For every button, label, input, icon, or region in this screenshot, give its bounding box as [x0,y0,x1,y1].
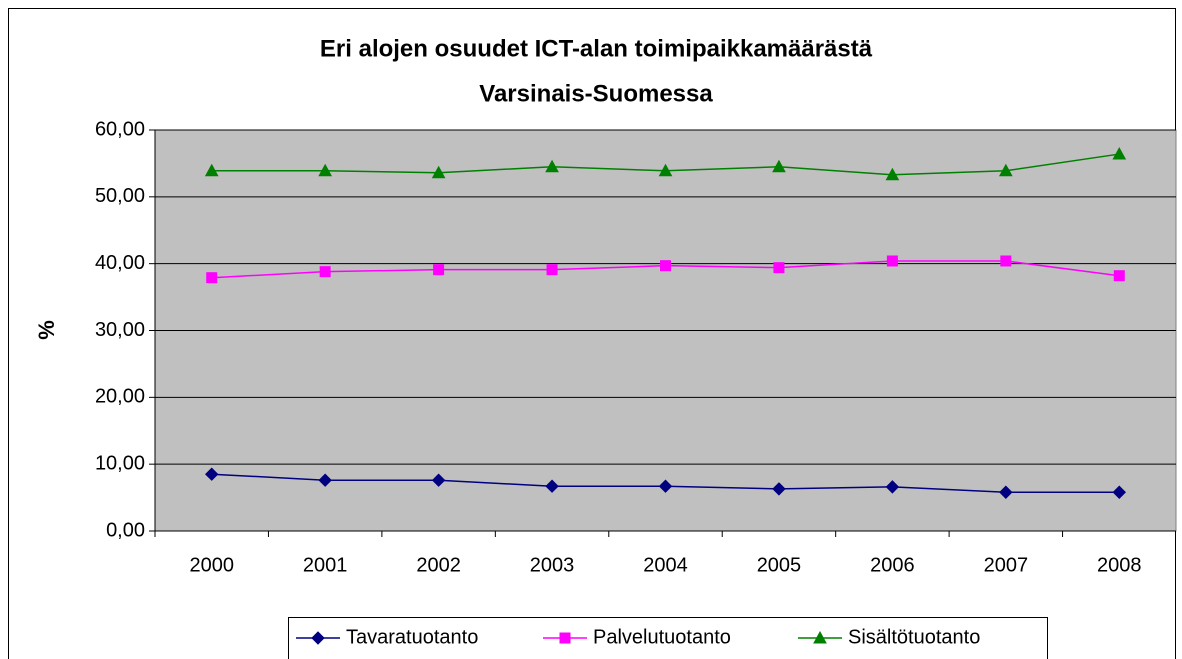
data-point [546,264,558,276]
data-point [318,473,332,487]
legend-marker [813,630,827,644]
data-point [319,266,331,278]
data-point [1112,485,1126,499]
data-point [772,159,786,173]
y-tick-label: 50,00 [95,185,145,207]
data-point [660,260,671,272]
data-point [658,479,673,493]
data-point [545,479,559,493]
legend [288,617,1048,659]
x-tick-label: 2006 [870,554,915,576]
x-tick-label: 2007 [984,554,1029,576]
y-tick-label: 30,00 [95,319,145,341]
y-tick-label: 40,00 [95,252,145,274]
data-point [998,163,1013,177]
legend-label: Tavaratuotanto [346,626,478,648]
data-point [885,480,900,494]
x-tick-label: 2005 [757,554,802,576]
data-point [773,262,785,274]
x-tick-label: 2003 [530,554,575,576]
x-tick-label: 2002 [416,554,461,576]
data-point [204,163,219,177]
data-point [885,167,900,181]
data-point [206,272,218,284]
data-point [545,159,559,173]
data-point [318,163,333,177]
y-tick-label: 20,00 [95,386,145,408]
legend-label: Palvelutuotanto [593,626,731,648]
x-tick-label: 2000 [189,554,234,576]
data-point [772,482,786,496]
y-tick-label: 60,00 [95,118,145,140]
y-tick-label: 10,00 [95,452,145,474]
data-point [205,467,219,481]
data-point [1000,255,1012,267]
data-point [999,485,1013,499]
chart-title: Eri alojen osuudet ICT-alan toimipaikkam… [320,35,873,62]
data-point [431,165,446,179]
y-tick-label: 0,00 [106,519,145,541]
legend-label: Sisältötuotanto [848,626,980,648]
x-tick-label: 2001 [303,554,348,576]
x-tick-label: 2004 [643,554,688,576]
legend-marker [311,631,325,645]
data-point [886,255,898,267]
data-point [433,264,445,276]
data-point [1113,270,1125,282]
y-axis-label: % [34,320,59,340]
x-tick-label: 2008 [1097,554,1142,576]
data-point [1112,147,1127,160]
chart-title: Varsinais-Suomessa [479,80,713,107]
data-point [658,163,673,177]
data-point [431,473,446,487]
legend-marker [559,632,571,644]
